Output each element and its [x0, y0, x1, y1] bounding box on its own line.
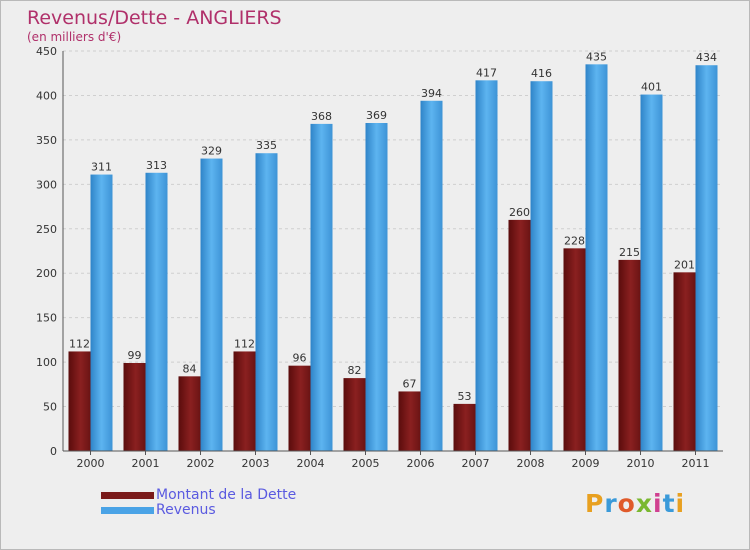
data-label: 84 — [183, 362, 197, 375]
y-tick-label: 300 — [36, 178, 57, 191]
data-label: 417 — [476, 66, 497, 79]
data-label: 228 — [564, 234, 585, 247]
data-label: 335 — [256, 139, 277, 152]
data-label: 394 — [421, 87, 442, 100]
bar-dette — [288, 365, 311, 451]
gridlines — [63, 50, 723, 452]
x-tick-label: 2008 — [517, 457, 545, 470]
legend-label-revenus: Revenus — [156, 502, 216, 518]
bar-revenus — [90, 174, 113, 452]
bar-dette — [398, 391, 421, 451]
bar-dette — [178, 376, 201, 451]
bar-dette — [233, 351, 256, 451]
y-tick-label: 0 — [50, 445, 57, 458]
data-label: 96 — [293, 352, 307, 365]
data-label: 67 — [403, 377, 417, 390]
legend: Montant de la Dette Revenus — [101, 488, 296, 518]
data-label: 311 — [91, 161, 112, 174]
bar-revenus — [310, 123, 333, 451]
bar-dette — [618, 259, 641, 451]
bar-revenus — [530, 81, 553, 451]
legend-label-dette: Montant de la Dette — [156, 487, 297, 503]
data-label: 401 — [641, 81, 662, 94]
y-tick-label: 400 — [36, 89, 57, 102]
legend-item-revenus: Revenus — [101, 503, 296, 518]
x-tick-label: 2005 — [352, 457, 380, 470]
x-tick-label: 2011 — [682, 457, 710, 470]
data-label: 313 — [146, 159, 167, 172]
bar-dette — [343, 378, 366, 451]
bar-revenus — [365, 123, 388, 451]
data-label: 215 — [619, 246, 640, 259]
data-label: 112 — [234, 337, 255, 350]
axes: 0 50 100 150 200 250 300 350 400 450 2000 2001 2002 2… — [36, 45, 723, 470]
bar-revenus — [585, 64, 608, 452]
y-tick-label: 100 — [36, 356, 57, 369]
data-label: 416 — [531, 67, 552, 80]
bar-dette — [68, 351, 91, 451]
y-tick-label: 200 — [36, 267, 57, 280]
data-label: 260 — [509, 206, 530, 219]
bar-revenus — [420, 100, 443, 452]
bars — [68, 64, 718, 452]
bar-dette — [563, 248, 586, 451]
bar-dette — [673, 272, 696, 451]
data-label: 201 — [674, 258, 695, 271]
data-label: 99 — [128, 349, 142, 362]
bar-dette — [453, 403, 476, 451]
bar-revenus — [640, 94, 663, 452]
x-tick-label: 2009 — [572, 457, 600, 470]
bar-revenus — [200, 158, 223, 452]
chart-subtitle: (en milliers d'€) — [27, 30, 122, 44]
bar-dette — [123, 363, 146, 451]
x-tick-label: 2006 — [407, 457, 435, 470]
x-tick-label: 2001 — [132, 457, 160, 470]
legend-swatch-revenus — [101, 507, 154, 514]
data-label: 53 — [458, 390, 472, 403]
bar-revenus — [475, 80, 498, 451]
y-tick-label: 250 — [36, 223, 57, 236]
x-tick-label: 2010 — [627, 457, 655, 470]
bar-revenus — [695, 65, 718, 451]
x-tick-label: 2000 — [77, 457, 105, 470]
chart-title: Revenus/Dette - ANGLIERS — [27, 7, 282, 29]
x-tick-label: 2007 — [462, 457, 490, 470]
proxiti-logo: Proxiti — [585, 489, 686, 518]
data-label: 434 — [696, 51, 717, 64]
data-label: 329 — [201, 145, 222, 158]
bar-revenus — [145, 172, 168, 451]
legend-swatch-dette — [101, 492, 154, 499]
x-tick-label: 2003 — [242, 457, 270, 470]
data-label: 112 — [69, 337, 90, 350]
data-label: 82 — [348, 364, 362, 377]
y-tick-label: 150 — [36, 312, 57, 325]
data-label: 435 — [586, 50, 607, 63]
bar-dette — [508, 219, 531, 451]
y-tick-label: 450 — [36, 45, 57, 58]
data-label: 369 — [366, 109, 387, 122]
legend-item-dette: Montant de la Dette — [101, 488, 296, 503]
y-tick-label: 50 — [43, 401, 57, 414]
x-tick-label: 2004 — [297, 457, 325, 470]
x-tick-label: 2002 — [187, 457, 215, 470]
bar-revenus — [255, 153, 278, 451]
data-label: 368 — [311, 110, 332, 123]
data-labels: 112 311 99 313 84 329 112 335 96 368 82 369 67 394 53 4… — [69, 50, 717, 403]
y-tick-label: 350 — [36, 134, 57, 147]
